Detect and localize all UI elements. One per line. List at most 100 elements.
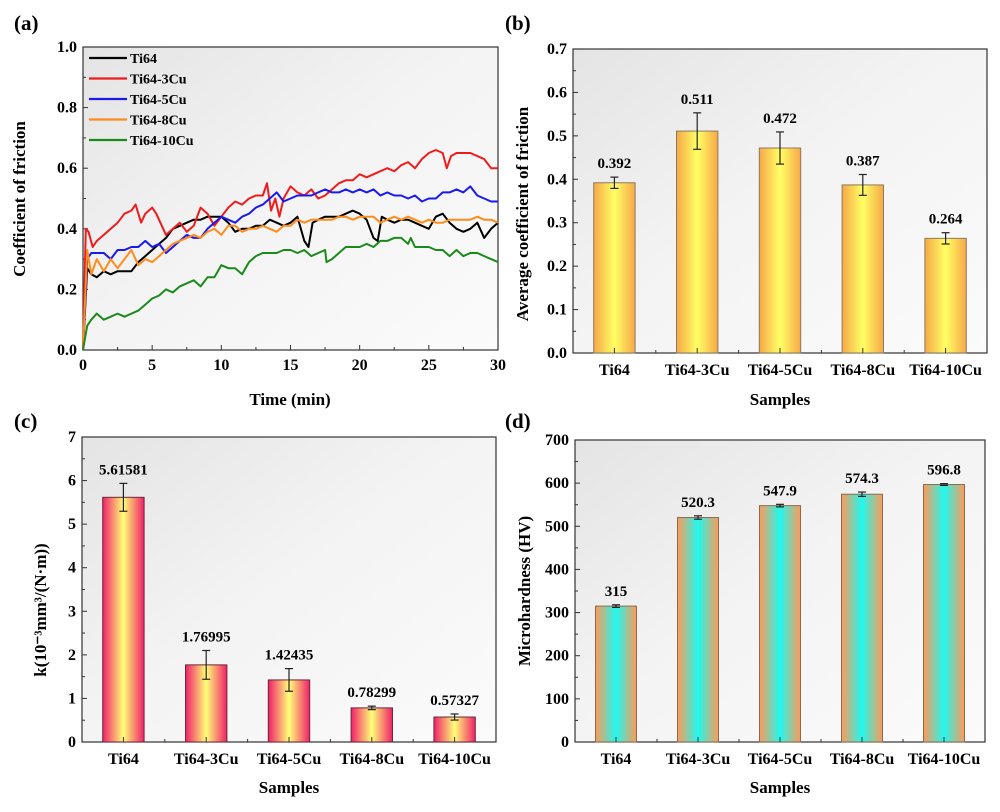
legend-label: Ti64-8Cu [130,114,187,129]
y-axis-title-c: k(10⁻³mm³/(N·m)) [31,543,50,676]
bar [102,496,145,743]
legend-label: Ti64-10Cu [130,134,194,149]
data-label: 0.57327 [430,693,479,709]
bars-d: 315 520.3 547.9 574.3 596.8 [595,463,965,743]
x-tick-label: Ti64 [601,751,632,768]
panel-c: (c) 0 1 2 3 4 5 6 7 5.61581 1.76995 1.42435 0.7829… [14,409,497,797]
y-axis-title-d: Microhardness (HV) [515,516,534,666]
y-tick-label: 400 [545,561,569,578]
data-label: 0.511 [681,92,714,108]
panel-label-b: (b) [505,11,531,35]
x-tick-label: Ti64-10Cu [908,751,981,768]
series-line-ti64-10cu [82,236,499,351]
x-tick-label: Ti64-8Cu [830,362,895,379]
y-tick-label: 6 [68,473,76,490]
panel-label-a: (a) [14,11,39,35]
x-tick-label: Ti64-5Cu [748,362,813,379]
x-axis-title-c: Samples [259,778,320,797]
x-tick-label: 15 [283,357,299,374]
data-label: 0.392 [598,156,632,172]
x-tick-label: 20 [352,357,368,374]
y-tick-label: 2 [68,647,76,664]
x-tick-label: Ti64 [599,362,630,379]
x-tick-label: 10 [213,357,229,374]
y-tick-label: 0.6 [547,84,567,101]
data-label: 5.61581 [99,462,148,478]
y-tick-label: 0.0 [57,342,77,359]
y-tick-label: 0.7 [547,41,567,58]
y-tick-label: 0.1 [547,302,567,319]
x-axis-title-b: Samples [750,390,811,409]
data-label: 0.387 [846,154,880,170]
y-tick-label: 0.0 [547,345,567,362]
x-tick-label: Ti64-3Cu [666,751,731,768]
bar [923,484,965,743]
data-label: 0.264 [929,212,963,228]
y-axis-c: 0 1 2 3 4 5 6 7 [68,429,87,751]
y-tick-label: 0.5 [547,128,567,145]
y-tick-label: 0.2 [57,281,77,298]
legend-label: Ti64-5Cu [130,93,187,108]
bar [595,605,637,743]
data-label: 520.3 [681,495,715,511]
data-label: 1.76995 [182,630,231,646]
y-tick-label: 0.6 [57,160,77,177]
x-tick-label: Ti64-8Cu [339,751,404,768]
bar [841,184,884,354]
x-axis-a: 0 5 10 15 20 25 30 [79,345,506,374]
bars-b: 0.392 0.511 0.472 0.387 0.264 [593,92,967,354]
data-label: 315 [605,584,628,600]
y-tick-label: 0.4 [547,171,567,188]
series-line-ti64-5cu [82,185,498,351]
x-axis-b: Ti64 Ti64-3Cu Ti64-5Cu Ti64-8Cu Ti64-10Cu [599,348,982,379]
y-tick-label: 0 [561,734,569,751]
y-axis-title-a: Coefficient of friction [10,121,29,277]
series-line-ti64-8cu [82,215,499,351]
series-lines-a [82,149,499,351]
legend-label: Ti64-3Cu [130,73,187,88]
data-label: 0.472 [763,111,797,127]
y-tick-label: 0.8 [57,100,77,117]
x-tick-label: Ti64-3Cu [174,751,239,768]
series-line-ti64 [82,209,499,351]
y-axis-title-b: Average coefficient of friction [513,106,532,321]
panel-d: (d) 0 100 200 300 400 500 600 700 315 520.3 547.9… [505,409,986,797]
legend-label: Ti64 [130,52,157,67]
data-label: 596.8 [927,463,961,479]
panel-a: (a) 0.0 0.2 0.4 0.6 0.8 1.0 0 5 10 15 20 25 30 Ti64… [10,11,506,409]
y-tick-label: 700 [545,432,569,449]
y-tick-label: 200 [545,648,569,665]
y-tick-label: 5 [68,516,76,533]
y-tick-label: 500 [545,518,569,535]
panel-label-c: (c) [14,409,37,433]
y-axis-a: 0.0 0.2 0.4 0.6 0.8 1.0 [57,39,88,359]
y-axis-b: 0.0 0.1 0.2 0.3 0.4 0.5 0.6 0.7 [547,41,578,362]
x-tick-label: 5 [148,357,156,374]
x-axis-title-a: Time (min) [249,390,330,409]
data-label: 547.9 [763,483,797,499]
y-tick-label: 100 [545,691,569,708]
x-tick-label: Ti64-3Cu [665,362,730,379]
y-tick-label: 3 [68,603,76,620]
panel-b: (b) 0.00.10.20.30.40.50.60.7 0.3920.5110… [505,11,988,409]
data-label: 0.78299 [347,685,396,701]
y-tick-label: 0.2 [547,258,567,275]
bar [593,182,636,354]
x-axis-c: Ti64 Ti64-3Cu Ti64-5Cu Ti64-8Cu Ti64-10Cu [108,737,491,768]
x-tick-label: 25 [421,357,437,374]
y-tick-label: 0 [68,734,76,751]
x-tick-label: Ti64 [108,751,139,768]
x-tick-label: Ti64-5Cu [257,751,322,768]
y-tick-label: 4 [68,560,76,577]
x-tick-label: 30 [490,357,506,374]
data-label: 1.42435 [265,648,314,664]
data-label: 574.3 [845,471,879,487]
y-tick-label: 0.3 [547,215,567,232]
bar [676,130,719,354]
bar [841,493,883,743]
y-axis-d: 0 100 200 300 400 500 600 700 [545,432,580,751]
bar [759,505,801,743]
y-tick-label: 1.0 [57,39,77,56]
x-tick-label: 0 [79,357,87,374]
